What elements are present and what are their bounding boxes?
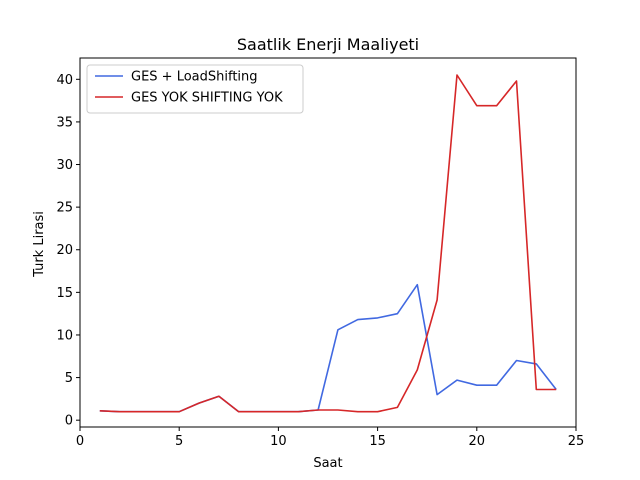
plot-frame <box>79 57 577 428</box>
y-tick-label: 40 <box>56 73 73 88</box>
y-tick-label: 35 <box>56 115 73 130</box>
y-axis-label: Turk Lirasi <box>32 211 47 278</box>
x-tick-label: 5 <box>175 434 183 449</box>
y-tick-label: 30 <box>56 158 73 173</box>
legend-box <box>86 64 304 114</box>
y-tick-label: 15 <box>56 286 73 301</box>
y-tick-label: 5 <box>65 371 73 386</box>
y-tick-label: 25 <box>56 201 73 216</box>
x-tick-label: 0 <box>76 434 84 449</box>
legend-label-2: GES YOK SHIFTING YOK <box>131 91 283 106</box>
x-tick-label: 25 <box>568 434 585 449</box>
x-tick-label: 15 <box>369 434 386 449</box>
y-tick-label: 20 <box>56 243 73 258</box>
legend: GES + LoadShifting GES YOK SHIFTING YOK <box>86 64 304 114</box>
chart-title: Saatlik Enerji Maaliyeti <box>237 35 419 54</box>
plot-area: 0 5 10 15 20 25 0 5 10 15 20 25 30 35 40 <box>56 57 585 449</box>
x-tick-label: 20 <box>469 434 486 449</box>
y-tick-label: 0 <box>65 414 73 429</box>
legend-label-1: GES + LoadShifting <box>131 70 258 85</box>
y-tick-label: 10 <box>56 328 73 343</box>
series-line-1 <box>99 283 557 413</box>
series-line-2 <box>99 74 557 413</box>
x-tick-label: 10 <box>270 434 287 449</box>
x-axis-label: Saat <box>313 456 342 471</box>
